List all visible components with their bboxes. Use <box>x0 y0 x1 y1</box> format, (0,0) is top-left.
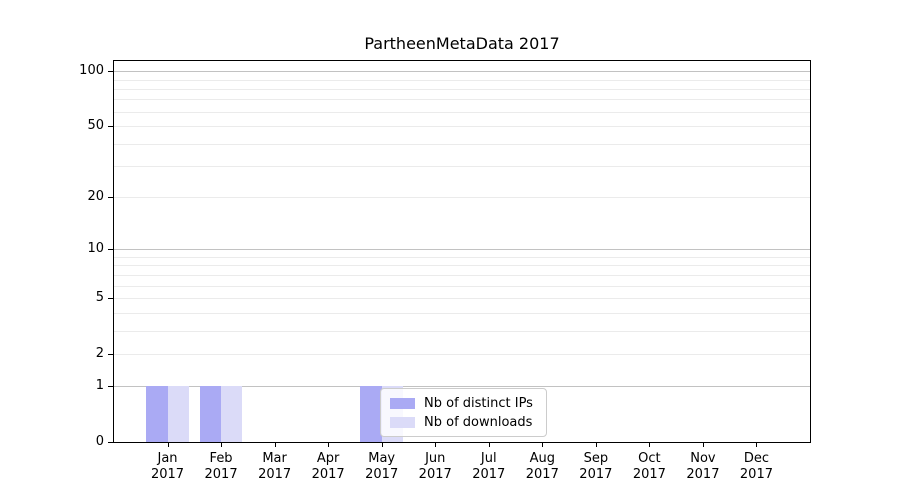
x-tick-year: 2017 <box>204 467 238 482</box>
legend-item-distinct-ips: Nb of distinct IPs <box>390 396 537 411</box>
x-tick-month: Oct <box>638 451 661 466</box>
minor-gridline <box>114 143 810 145</box>
x-tick-year: 2017 <box>739 467 773 482</box>
x-tick-month: Jan <box>157 451 178 466</box>
x-tick-year: 2017 <box>579 467 613 482</box>
x-tick-year: 2017 <box>632 467 666 482</box>
y-tick-mark <box>108 386 113 388</box>
y-tick-mark <box>108 197 113 199</box>
x-tick-year: 2017 <box>258 467 292 482</box>
x-tick-month: Jun <box>425 451 446 466</box>
legend-swatch-distinct-ips <box>390 397 415 409</box>
y-tick-label: 0 <box>95 434 104 449</box>
major-gridline <box>114 71 810 73</box>
bar-feb-distinct-ips <box>199 386 222 442</box>
y-tick-mark <box>108 126 113 128</box>
major-gridline <box>114 249 810 251</box>
x-tick-mark <box>274 442 276 447</box>
y-tick-label: 50 <box>87 118 104 134</box>
y-tick-mark <box>108 71 113 73</box>
y-tick-label: 1 <box>95 378 104 394</box>
bar-may-distinct-ips <box>360 386 382 442</box>
minor-gridline <box>114 274 810 276</box>
minor-gridline <box>114 166 810 168</box>
x-tick-label: Aug 2017 <box>510 451 574 483</box>
x-tick-year: 2017 <box>686 467 720 482</box>
x-tick-month: Apr <box>316 451 340 466</box>
x-tick-year: 2017 <box>472 467 506 482</box>
x-tick-label: Jul 2017 <box>457 451 521 483</box>
x-tick-label: Jan 2017 <box>136 451 200 483</box>
minor-gridline <box>114 298 810 300</box>
x-tick-label: Jun 2017 <box>403 451 467 483</box>
x-tick-mark <box>542 442 544 447</box>
x-tick-year: 2017 <box>150 467 185 482</box>
x-tick-year: 2017 <box>365 467 399 482</box>
legend-label-downloads: Nb of downloads <box>424 414 533 430</box>
x-tick-month: Sep <box>583 451 609 466</box>
chart-title: PartheenMetaData 2017 <box>364 34 560 53</box>
minor-gridline <box>114 285 810 287</box>
x-tick-mark <box>221 442 223 447</box>
x-tick-mark <box>435 442 437 447</box>
bar-feb-downloads <box>221 386 243 442</box>
minor-gridline <box>114 88 810 90</box>
minor-gridline <box>114 265 810 267</box>
y-tick-mark <box>108 249 113 251</box>
x-tick-label: Dec 2017 <box>724 451 788 483</box>
y-tick-label: 100 <box>79 63 104 79</box>
x-tick-label: Sep 2017 <box>564 451 628 483</box>
x-tick-mark <box>488 442 490 447</box>
x-tick-label: May 2017 <box>350 451 414 483</box>
x-tick-mark <box>702 442 704 447</box>
x-tick-month: Aug <box>529 451 555 466</box>
x-tick-mark <box>328 442 330 447</box>
x-tick-label: Mar 2017 <box>243 451 307 483</box>
major-gridline <box>114 386 810 388</box>
bar-jan-downloads <box>167 386 189 442</box>
y-tick-label: 5 <box>95 290 104 306</box>
x-tick-mark <box>649 442 651 447</box>
x-tick-month: Mar <box>262 451 287 466</box>
x-tick-label: Apr 2017 <box>296 451 360 483</box>
x-tick-month: Jul <box>480 451 497 466</box>
x-tick-label: Nov 2017 <box>671 451 735 483</box>
legend-swatch-downloads <box>390 416 415 428</box>
plot-area: 0 1 2 5 10 20 50 100 Jan 2017 Feb 2017 Mar 2017 Apr 20… <box>79 60 811 482</box>
minor-gridline <box>114 126 810 128</box>
y-tick-label: 10 <box>87 241 104 257</box>
legend-label-distinct-ips: Nb of distinct IPs <box>424 395 533 411</box>
x-tick-mark <box>595 442 597 447</box>
bar-jan-distinct-ips <box>146 386 168 442</box>
x-tick-year: 2017 <box>525 467 559 482</box>
x-tick-mark <box>756 442 758 447</box>
legend-item-downloads: Nb of downloads <box>390 415 537 430</box>
x-tick-month: Dec <box>743 451 770 466</box>
x-tick-label: Oct 2017 <box>617 451 681 483</box>
minor-gridline <box>114 353 810 355</box>
x-tick-month: Nov <box>690 451 716 466</box>
y-tick-mark <box>108 353 113 355</box>
minor-gridline <box>114 197 810 199</box>
x-tick-mark <box>381 442 383 447</box>
x-tick-month: May <box>368 451 396 466</box>
y-tick-label: 20 <box>87 189 104 205</box>
y-tick-mark <box>108 442 113 443</box>
minor-gridline <box>114 330 810 332</box>
y-tick-label: 2 <box>95 345 104 361</box>
minor-gridline <box>114 256 810 258</box>
x-tick-mark <box>167 442 169 447</box>
minor-gridline <box>114 111 810 113</box>
minor-gridline <box>114 79 810 81</box>
legend: Nb of distinct IPs Nb of downloads <box>380 388 547 437</box>
x-tick-year: 2017 <box>311 467 345 482</box>
y-tick-mark <box>108 298 113 300</box>
x-tick-label: Feb 2017 <box>189 451 253 483</box>
x-tick-year: 2017 <box>418 467 452 482</box>
x-tick-month: Feb <box>209 451 233 466</box>
minor-gridline <box>114 312 810 314</box>
minor-gridline <box>114 99 810 101</box>
